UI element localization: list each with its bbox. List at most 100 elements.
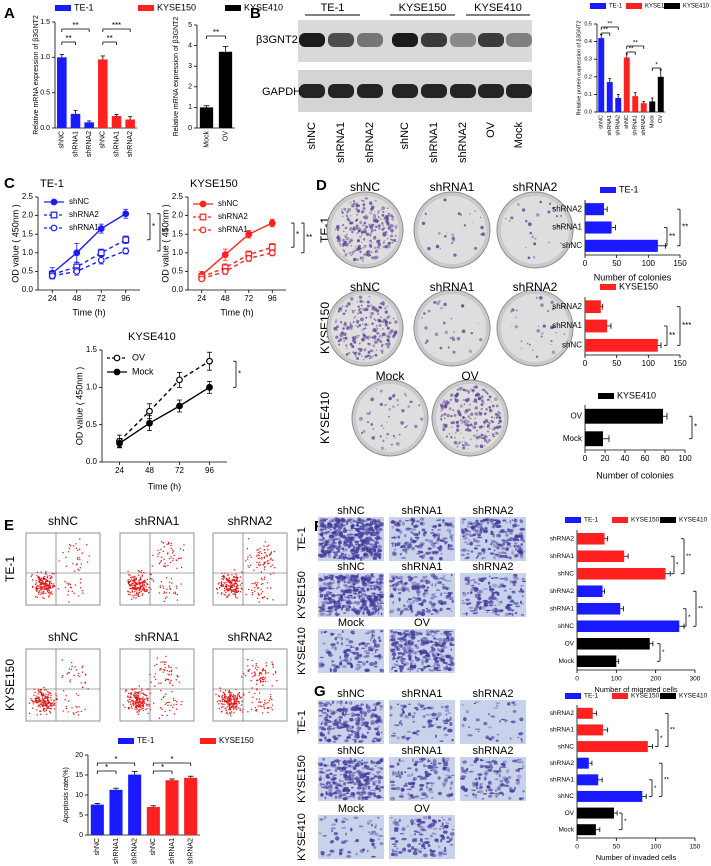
colony	[344, 235, 347, 238]
event-dot	[227, 702, 229, 705]
colony	[440, 409, 443, 412]
colony	[433, 300, 437, 304]
event-dot	[269, 693, 272, 696]
cell	[355, 534, 358, 537]
cell	[389, 594, 395, 598]
colony	[483, 425, 485, 428]
cell	[438, 641, 442, 644]
plate-inner	[418, 196, 486, 264]
event-dot	[232, 702, 234, 705]
event-dot	[163, 546, 165, 548]
event-dot	[38, 700, 41, 702]
cell	[500, 584, 504, 586]
event-dot	[40, 703, 42, 705]
cell	[490, 553, 495, 555]
colony	[378, 305, 381, 309]
colony	[341, 210, 343, 212]
cell	[334, 795, 338, 799]
event-dot	[167, 673, 169, 676]
colony	[386, 334, 390, 338]
cell	[326, 726, 332, 731]
colony	[483, 412, 487, 416]
lane-label: Mock	[513, 122, 525, 149]
cell	[332, 735, 337, 739]
cell	[333, 523, 336, 526]
cell	[476, 555, 479, 558]
event-dot	[230, 586, 232, 588]
event-dot	[267, 706, 269, 709]
column-label: shNC	[337, 505, 365, 517]
event-dot	[170, 544, 172, 547]
cell	[374, 649, 377, 654]
cell	[416, 533, 419, 537]
colony	[445, 426, 447, 428]
colony	[463, 419, 467, 423]
cell	[501, 539, 506, 542]
cell	[372, 556, 375, 559]
cell	[392, 583, 395, 587]
colony	[449, 393, 454, 398]
colony	[477, 322, 479, 324]
cell	[396, 658, 399, 660]
event-dot	[233, 698, 236, 700]
event-dot	[137, 592, 140, 594]
event-dot	[142, 703, 144, 705]
event-dot	[159, 586, 161, 589]
event-dot	[225, 712, 227, 714]
cell	[449, 716, 452, 721]
cell	[330, 777, 336, 781]
cell	[416, 552, 421, 555]
cell	[319, 517, 325, 521]
cell	[361, 735, 366, 739]
colony	[363, 244, 366, 247]
cell	[392, 631, 398, 634]
event-dot	[167, 678, 169, 681]
event-dot	[52, 704, 54, 706]
cell	[342, 786, 346, 789]
cell	[466, 552, 470, 556]
cell	[330, 643, 336, 647]
cell	[356, 730, 360, 732]
cell	[321, 545, 325, 550]
event-dot	[40, 692, 43, 695]
cell	[339, 773, 343, 776]
colony	[374, 319, 377, 321]
event-dot	[146, 582, 148, 585]
cell	[473, 581, 478, 584]
event-dot	[129, 696, 131, 698]
colony	[373, 340, 378, 344]
event-dot	[127, 570, 129, 573]
cell	[392, 656, 396, 660]
event-dot	[52, 586, 54, 589]
cell	[440, 655, 445, 659]
event-dot	[140, 590, 142, 593]
event-dot	[179, 548, 182, 550]
event-dot	[255, 583, 258, 586]
cell	[367, 630, 371, 634]
event-dot	[246, 558, 249, 560]
cell	[357, 731, 360, 736]
cell	[349, 701, 353, 705]
cell	[407, 668, 410, 670]
event-dot	[32, 703, 35, 705]
cell	[467, 733, 473, 737]
event-dot	[231, 579, 234, 581]
event-dot	[39, 586, 41, 588]
cell	[323, 597, 328, 601]
colony	[356, 357, 360, 361]
cell	[503, 589, 508, 592]
cell	[356, 726, 362, 731]
cell	[403, 607, 409, 611]
colony	[364, 327, 367, 330]
cell	[507, 595, 512, 600]
cell	[353, 592, 358, 595]
event-dot	[40, 713, 42, 716]
cell	[429, 557, 431, 559]
cell	[506, 702, 511, 706]
cell	[445, 713, 448, 716]
cell	[328, 523, 333, 527]
colony	[393, 393, 396, 396]
event-dot	[75, 547, 78, 550]
cell	[363, 552, 368, 557]
event-dot	[135, 699, 138, 701]
